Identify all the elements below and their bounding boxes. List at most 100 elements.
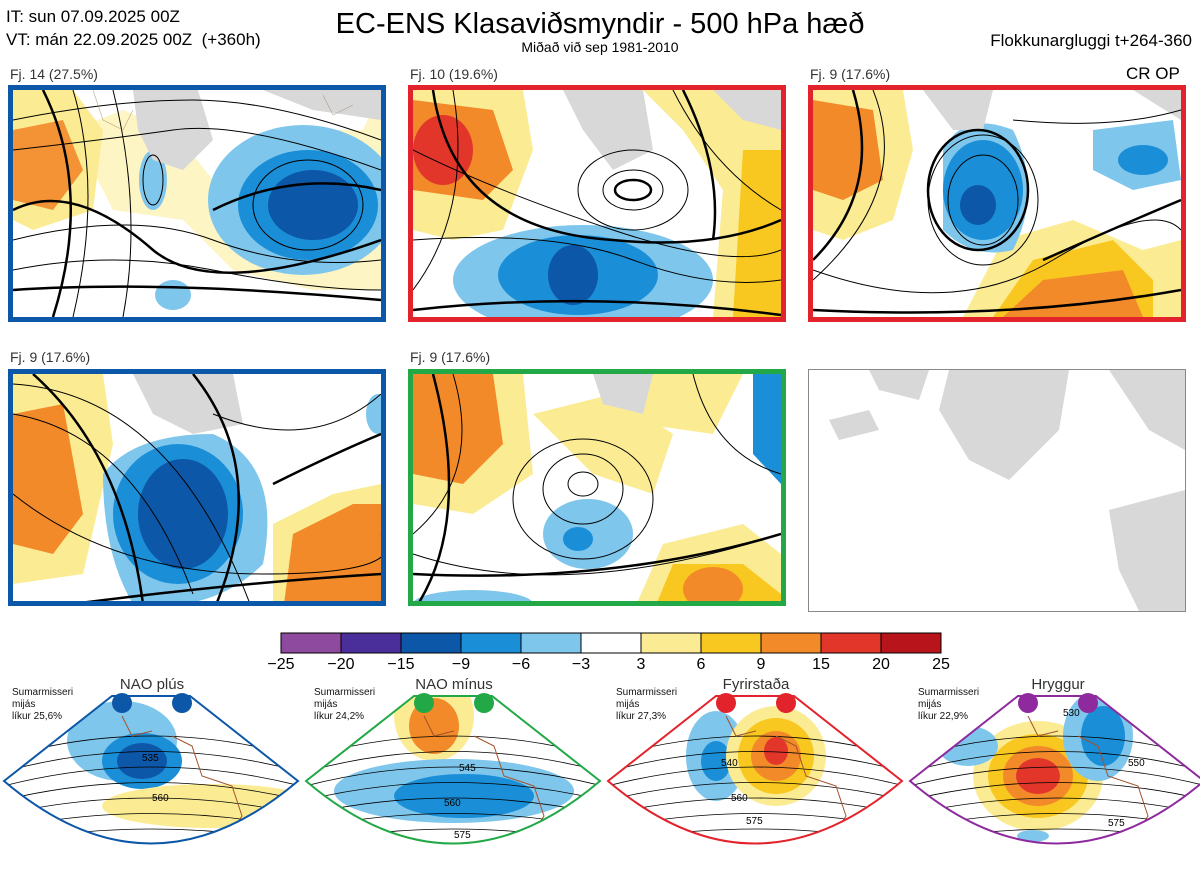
contour-line (306, 782, 600, 804)
anomaly-blob (1017, 830, 1049, 842)
contour-line (910, 782, 1200, 804)
cluster-window: Flokkunargluggi t+264-360 (990, 31, 1192, 50)
contour-line (4, 782, 298, 804)
anomaly-blob (102, 784, 298, 828)
regime-info: Sumarmisseri mijás líkur 25,6% (12, 687, 74, 722)
colorbar-swatch (820, 632, 882, 654)
contour-line (908, 845, 1200, 860)
anomaly-blob (938, 726, 998, 766)
coastline (121, 715, 253, 844)
contour-label: 575 (1108, 818, 1125, 829)
contour-label: 560 (731, 793, 748, 804)
colorbar-tick: 15 (812, 656, 830, 673)
contour-line (306, 751, 600, 776)
contour-line (910, 751, 1200, 776)
regime-outline (304, 695, 602, 845)
contour-line (908, 860, 1200, 871)
regime-map: 540 560 575 (606, 693, 904, 871)
contour-line (910, 766, 1200, 790)
regime-outline (2, 695, 300, 845)
cluster-2-label: Fj. 10 (19.6%) (410, 66, 498, 82)
contour-label: 560 (444, 798, 461, 809)
contour-line (2, 860, 300, 871)
cluster-4-map (8, 369, 386, 606)
contour-label: 550 (1128, 758, 1145, 769)
colorbar-swatch (880, 632, 942, 654)
colorbar-tick: −9 (451, 656, 471, 673)
cluster-4-label: Fj. 9 (17.6%) (10, 349, 91, 365)
colorbar-tick: −25 (267, 656, 295, 673)
cluster-1-map (8, 85, 386, 322)
contour-label: 530 (1063, 708, 1080, 719)
regime-marker (1018, 693, 1038, 713)
cluster-5-map (408, 369, 786, 606)
regime-marker (112, 693, 132, 713)
colorbar-swatch (280, 632, 342, 654)
regime-marker (414, 693, 434, 713)
colorbar-tick: −20 (327, 656, 355, 673)
contour-line (4, 766, 298, 790)
colorbar-tick: 25 (932, 656, 950, 673)
regime-2: 545 560 575 NAO mínus Sumarmisseri mijás lík… (304, 676, 602, 871)
contour-line (606, 860, 904, 871)
colorbar-tick: −6 (511, 656, 531, 673)
regime-title: Hryggur (1031, 676, 1085, 693)
regime-title: NAO mínus (415, 676, 493, 693)
colorbar-tick: 3 (636, 656, 646, 673)
regime-marker (474, 693, 494, 713)
regime-info: Sumarmisseri mijás líkur 27,3% (616, 687, 678, 722)
contour-line (304, 845, 602, 860)
regime-outline (606, 695, 904, 845)
cluster-3-map (808, 85, 1186, 322)
colorbar-swatch (700, 632, 762, 654)
contour-line (304, 860, 602, 871)
cluster-3-label: Fj. 9 (17.6%) (810, 66, 891, 82)
regime-4: 530 550 575 Hryggur Sumarmisseri mijás líkur… (908, 676, 1200, 871)
cluster-2-map (408, 85, 786, 322)
anomaly-blob (764, 737, 788, 765)
regime-1: 535 560 NAO plús Sumarmisseri mijás líkur 2… (2, 676, 300, 871)
contour-label: 560 (152, 793, 169, 804)
regime-map: 535 560 (2, 693, 300, 871)
contour-label: 535 (142, 753, 159, 764)
regime-marker (776, 693, 796, 713)
contour-line (608, 782, 902, 804)
regime-info: Sumarmisseri mijás líkur 24,2% (314, 687, 376, 722)
colorbar-tick: 20 (872, 656, 890, 673)
page-title: EC-ENS Klasaviðsmyndir - 500 hPa hæð (335, 8, 865, 40)
coastline (1027, 715, 1159, 844)
cluster-3-tag: CR OP (1126, 64, 1180, 83)
anomaly-blob (701, 741, 731, 781)
contour-label: 575 (454, 830, 471, 841)
reference-map (808, 369, 1186, 612)
contour-line (608, 751, 902, 776)
colorbar-swatch (400, 632, 462, 654)
colorbar-swatch (460, 632, 522, 654)
colorbar-swatch (640, 632, 702, 654)
colorbar-tick: 9 (756, 656, 766, 673)
contour-line (306, 766, 600, 790)
anomaly-blob (394, 774, 534, 818)
contour-line (4, 751, 298, 776)
anomaly-blob (1081, 706, 1125, 766)
cluster-1-label: Fj. 14 (27.5%) (10, 66, 98, 82)
regime-marker (1078, 693, 1098, 713)
regime-title: NAO plús (119, 676, 185, 693)
regime-map: 545 560 575 (304, 693, 602, 871)
regime-title: Fyrirstaða (722, 676, 790, 693)
coastline (423, 715, 555, 844)
contour-line (606, 845, 904, 860)
initial-time: IT: sun 07.09.2025 00Z (6, 7, 180, 26)
contour-line (608, 766, 902, 790)
regime-map: 530 550 575 (908, 693, 1200, 871)
cluster-5-label: Fj. 9 (17.6%) (410, 349, 491, 365)
colorbar-swatch (760, 632, 822, 654)
regime-outline (908, 695, 1200, 845)
regime-marker (172, 693, 192, 713)
regime-info: Sumarmisseri mijás líkur 22,9% (918, 687, 980, 722)
colorbar-swatch (340, 632, 402, 654)
regime-3: 540 560 575 Fyrirstaða Sumarmisseri mijás lí… (606, 676, 904, 871)
colorbar-swatch (580, 632, 642, 654)
coastline (725, 715, 857, 844)
contour-line (2, 845, 300, 860)
